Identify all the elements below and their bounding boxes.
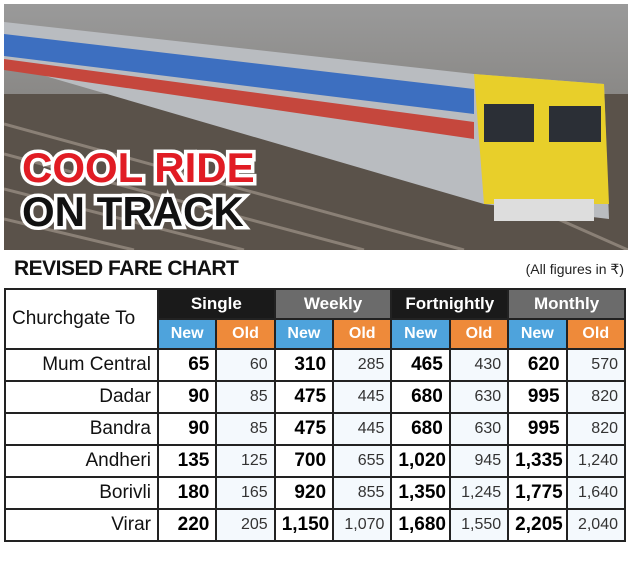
fare: 465 bbox=[390, 348, 451, 382]
headline: ON TRACK bbox=[22, 188, 244, 235]
fare: 90 bbox=[156, 380, 218, 414]
window bbox=[484, 104, 534, 142]
fare: 475 bbox=[273, 412, 335, 446]
fare: 1,245 bbox=[448, 476, 510, 510]
fare: 630 bbox=[448, 412, 510, 446]
fare: 2,040 bbox=[565, 508, 627, 542]
fare: 1,070 bbox=[332, 508, 393, 542]
train-stripe bbox=[4, 34, 474, 114]
header-row: Churchgate To Single Weekly Fortnightly Mont… bbox=[4, 288, 626, 350]
note: (All figures in ₹) bbox=[525, 260, 624, 277]
fare: 310 bbox=[273, 348, 335, 382]
column-header: New bbox=[507, 318, 568, 350]
fare: 85 bbox=[215, 412, 276, 446]
column-header: New bbox=[390, 318, 451, 350]
fare: 1,550 bbox=[448, 508, 510, 542]
station: Mum Central bbox=[4, 348, 159, 382]
fare: 430 bbox=[448, 348, 510, 382]
group-header: Monthly bbox=[507, 288, 626, 320]
fare: 220 bbox=[156, 508, 218, 542]
subheader-row: New Old New Old New Old New Old bbox=[5, 318, 627, 350]
fare: 445 bbox=[332, 380, 393, 414]
fare: 445 bbox=[332, 412, 393, 446]
fare: 1,680 bbox=[390, 508, 451, 542]
fare-row: Virar 220 205 1,150 1,070 1,680 1,550 2,205 2,04… bbox=[4, 508, 627, 542]
fare: 820 bbox=[565, 380, 627, 414]
photo: COOL RIDE ON TRACK bbox=[4, 4, 628, 250]
column-header: Old bbox=[565, 318, 627, 350]
fare-row: Borivli 180 165 920 855 1,350 1,245 1,775 1,640 bbox=[4, 476, 627, 510]
column-header: New bbox=[156, 318, 218, 350]
fare: 680 bbox=[390, 412, 451, 446]
title-bar: REVISED FARE CHART (All figures in ₹) bbox=[4, 252, 628, 286]
fare-row: Mum Central 65 60 310 285 465 430 620 570 bbox=[4, 348, 627, 382]
column-header: Old bbox=[448, 318, 510, 350]
fare: 945 bbox=[448, 444, 510, 478]
fare: 65 bbox=[156, 348, 218, 382]
fare-row: Dadar 90 85 475 445 680 630 995 820 bbox=[4, 380, 627, 414]
fare: 285 bbox=[332, 348, 393, 382]
bumper bbox=[494, 199, 594, 221]
fare-row: Bandra 90 85 475 445 680 630 995 820 bbox=[4, 412, 627, 446]
group-header: Fortnightly bbox=[390, 288, 510, 320]
station: Bandra bbox=[4, 412, 159, 446]
fare: 125 bbox=[215, 444, 276, 478]
fare: 1,640 bbox=[565, 476, 627, 510]
fare: 1,240 bbox=[565, 444, 627, 478]
group-header: Weekly bbox=[273, 288, 393, 320]
fare-row: Andheri 135 125 700 655 1,020 945 1,335 1,240 bbox=[4, 444, 627, 478]
station: Dadar bbox=[4, 380, 159, 414]
fare: 1,775 bbox=[507, 476, 568, 510]
fare: 1,350 bbox=[390, 476, 451, 510]
column-header: Old bbox=[332, 318, 393, 350]
fare: 2,205 bbox=[507, 508, 568, 542]
fare-table: Churchgate To Single Weekly Fortnightly Mont… bbox=[4, 288, 627, 542]
table-title: REVISED FARE CHART bbox=[14, 257, 239, 280]
fare: 630 bbox=[448, 380, 510, 414]
fare: 655 bbox=[332, 444, 393, 478]
fare: 90 bbox=[156, 412, 218, 446]
group-header: Single bbox=[156, 288, 276, 320]
station: Andheri bbox=[4, 444, 159, 478]
fare: 60 bbox=[215, 348, 276, 382]
fare: 205 bbox=[215, 508, 276, 542]
fare: 85 bbox=[215, 380, 276, 414]
fare: 820 bbox=[565, 412, 627, 446]
fare: 165 bbox=[215, 476, 276, 510]
fare: 995 bbox=[507, 412, 568, 446]
fare: 135 bbox=[156, 444, 218, 478]
fare: 700 bbox=[273, 444, 335, 478]
fare: 1,335 bbox=[507, 444, 568, 478]
column-header: Old bbox=[215, 318, 276, 350]
window bbox=[549, 106, 601, 142]
corner-header: Churchgate To bbox=[4, 288, 159, 350]
station: Virar bbox=[4, 508, 159, 542]
fare: 475 bbox=[273, 380, 335, 414]
fare: 995 bbox=[507, 380, 568, 414]
fare: 570 bbox=[565, 348, 627, 382]
station: Borivli bbox=[4, 476, 159, 510]
fare: 680 bbox=[390, 380, 451, 414]
headline: COOL RIDE bbox=[22, 144, 255, 191]
fare: 920 bbox=[273, 476, 335, 510]
fare: 1,150 bbox=[273, 508, 335, 542]
fare: 180 bbox=[156, 476, 218, 510]
fare: 1,020 bbox=[390, 444, 451, 478]
fare: 620 bbox=[507, 348, 568, 382]
column-header: New bbox=[273, 318, 335, 350]
train-stripe bbox=[4, 59, 474, 139]
fare: 855 bbox=[332, 476, 393, 510]
